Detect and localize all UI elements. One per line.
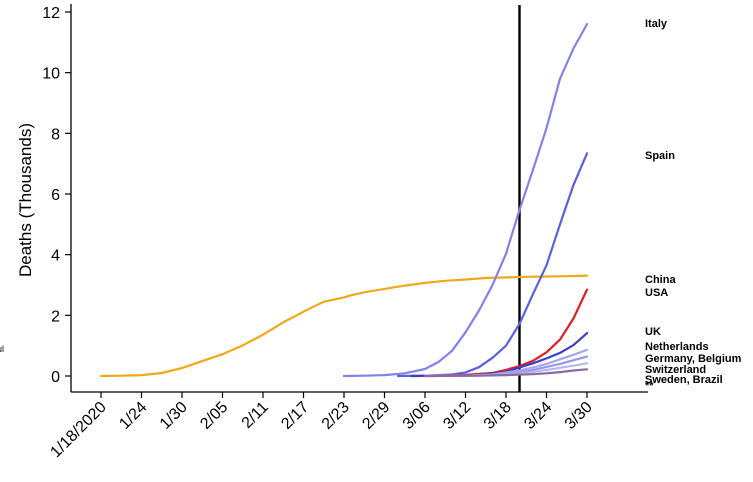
y-tick-label: 8	[51, 126, 60, 143]
x-tick-label: 1/30	[157, 399, 191, 433]
series-label-germany-belgium: Germany, Belgium	[645, 353, 742, 365]
y-tick-label: 4	[51, 248, 60, 265]
y-tick-label: 12	[42, 5, 60, 22]
y-axis-title: Deaths (Thousands)	[16, 123, 35, 277]
x-tick-label: 3/24	[521, 399, 555, 433]
series-label-netherlands: Netherlands	[645, 341, 709, 353]
series-label-china: China	[645, 274, 676, 286]
left-edge-fragment: ul	[0, 344, 4, 354]
series-label-uk: UK	[645, 326, 661, 338]
series-label-switzerland: Switzerland	[645, 364, 706, 376]
series-line-china	[99, 274, 589, 378]
x-tick-label: 1/24	[116, 399, 150, 433]
x-tick-label: 3/06	[400, 399, 434, 433]
x-axis: 1/18/2020 1/24 1/30 2/05 2/11 2/17 2/23 2/29 3/0…	[47, 391, 648, 461]
series-label-sweden-brazil: Sweden, Brazil	[645, 374, 723, 386]
x-tick-label: 1/18/2020	[47, 399, 109, 461]
y-tick-label: 2	[51, 308, 60, 325]
series-line-sweden-brazil	[423, 368, 589, 378]
x-tick-label: 3/30	[562, 399, 596, 433]
y-tick-label: 10	[42, 66, 60, 83]
x-tick-label: 2/29	[359, 399, 393, 433]
series-lines	[99, 5, 589, 392]
y-tick-label: 6	[51, 187, 60, 204]
series-labels: China Italy Spain USA UK NetherlandsGermany, …	[645, 18, 742, 386]
x-tick-label: 3/18	[481, 399, 515, 433]
x-tick-label: 2/23	[319, 399, 353, 433]
x-tick-label: 2/11	[239, 399, 272, 432]
x-tick-label: 2/05	[197, 399, 231, 433]
series-label-spain: Spain	[645, 150, 675, 162]
x-tick-label: 2/17	[278, 399, 312, 433]
series-label-italy: Italy	[645, 18, 668, 30]
series-label-usa: USA	[645, 287, 668, 299]
series-line-spain	[396, 152, 589, 378]
x-tick-label: 3/12	[440, 399, 474, 433]
y-tick-label: 0	[51, 369, 60, 386]
y-axis: 0 2 4 6 8 10 12	[42, 4, 72, 392]
series-line-italy	[342, 23, 589, 378]
extra-marker-label: **	[645, 380, 654, 392]
